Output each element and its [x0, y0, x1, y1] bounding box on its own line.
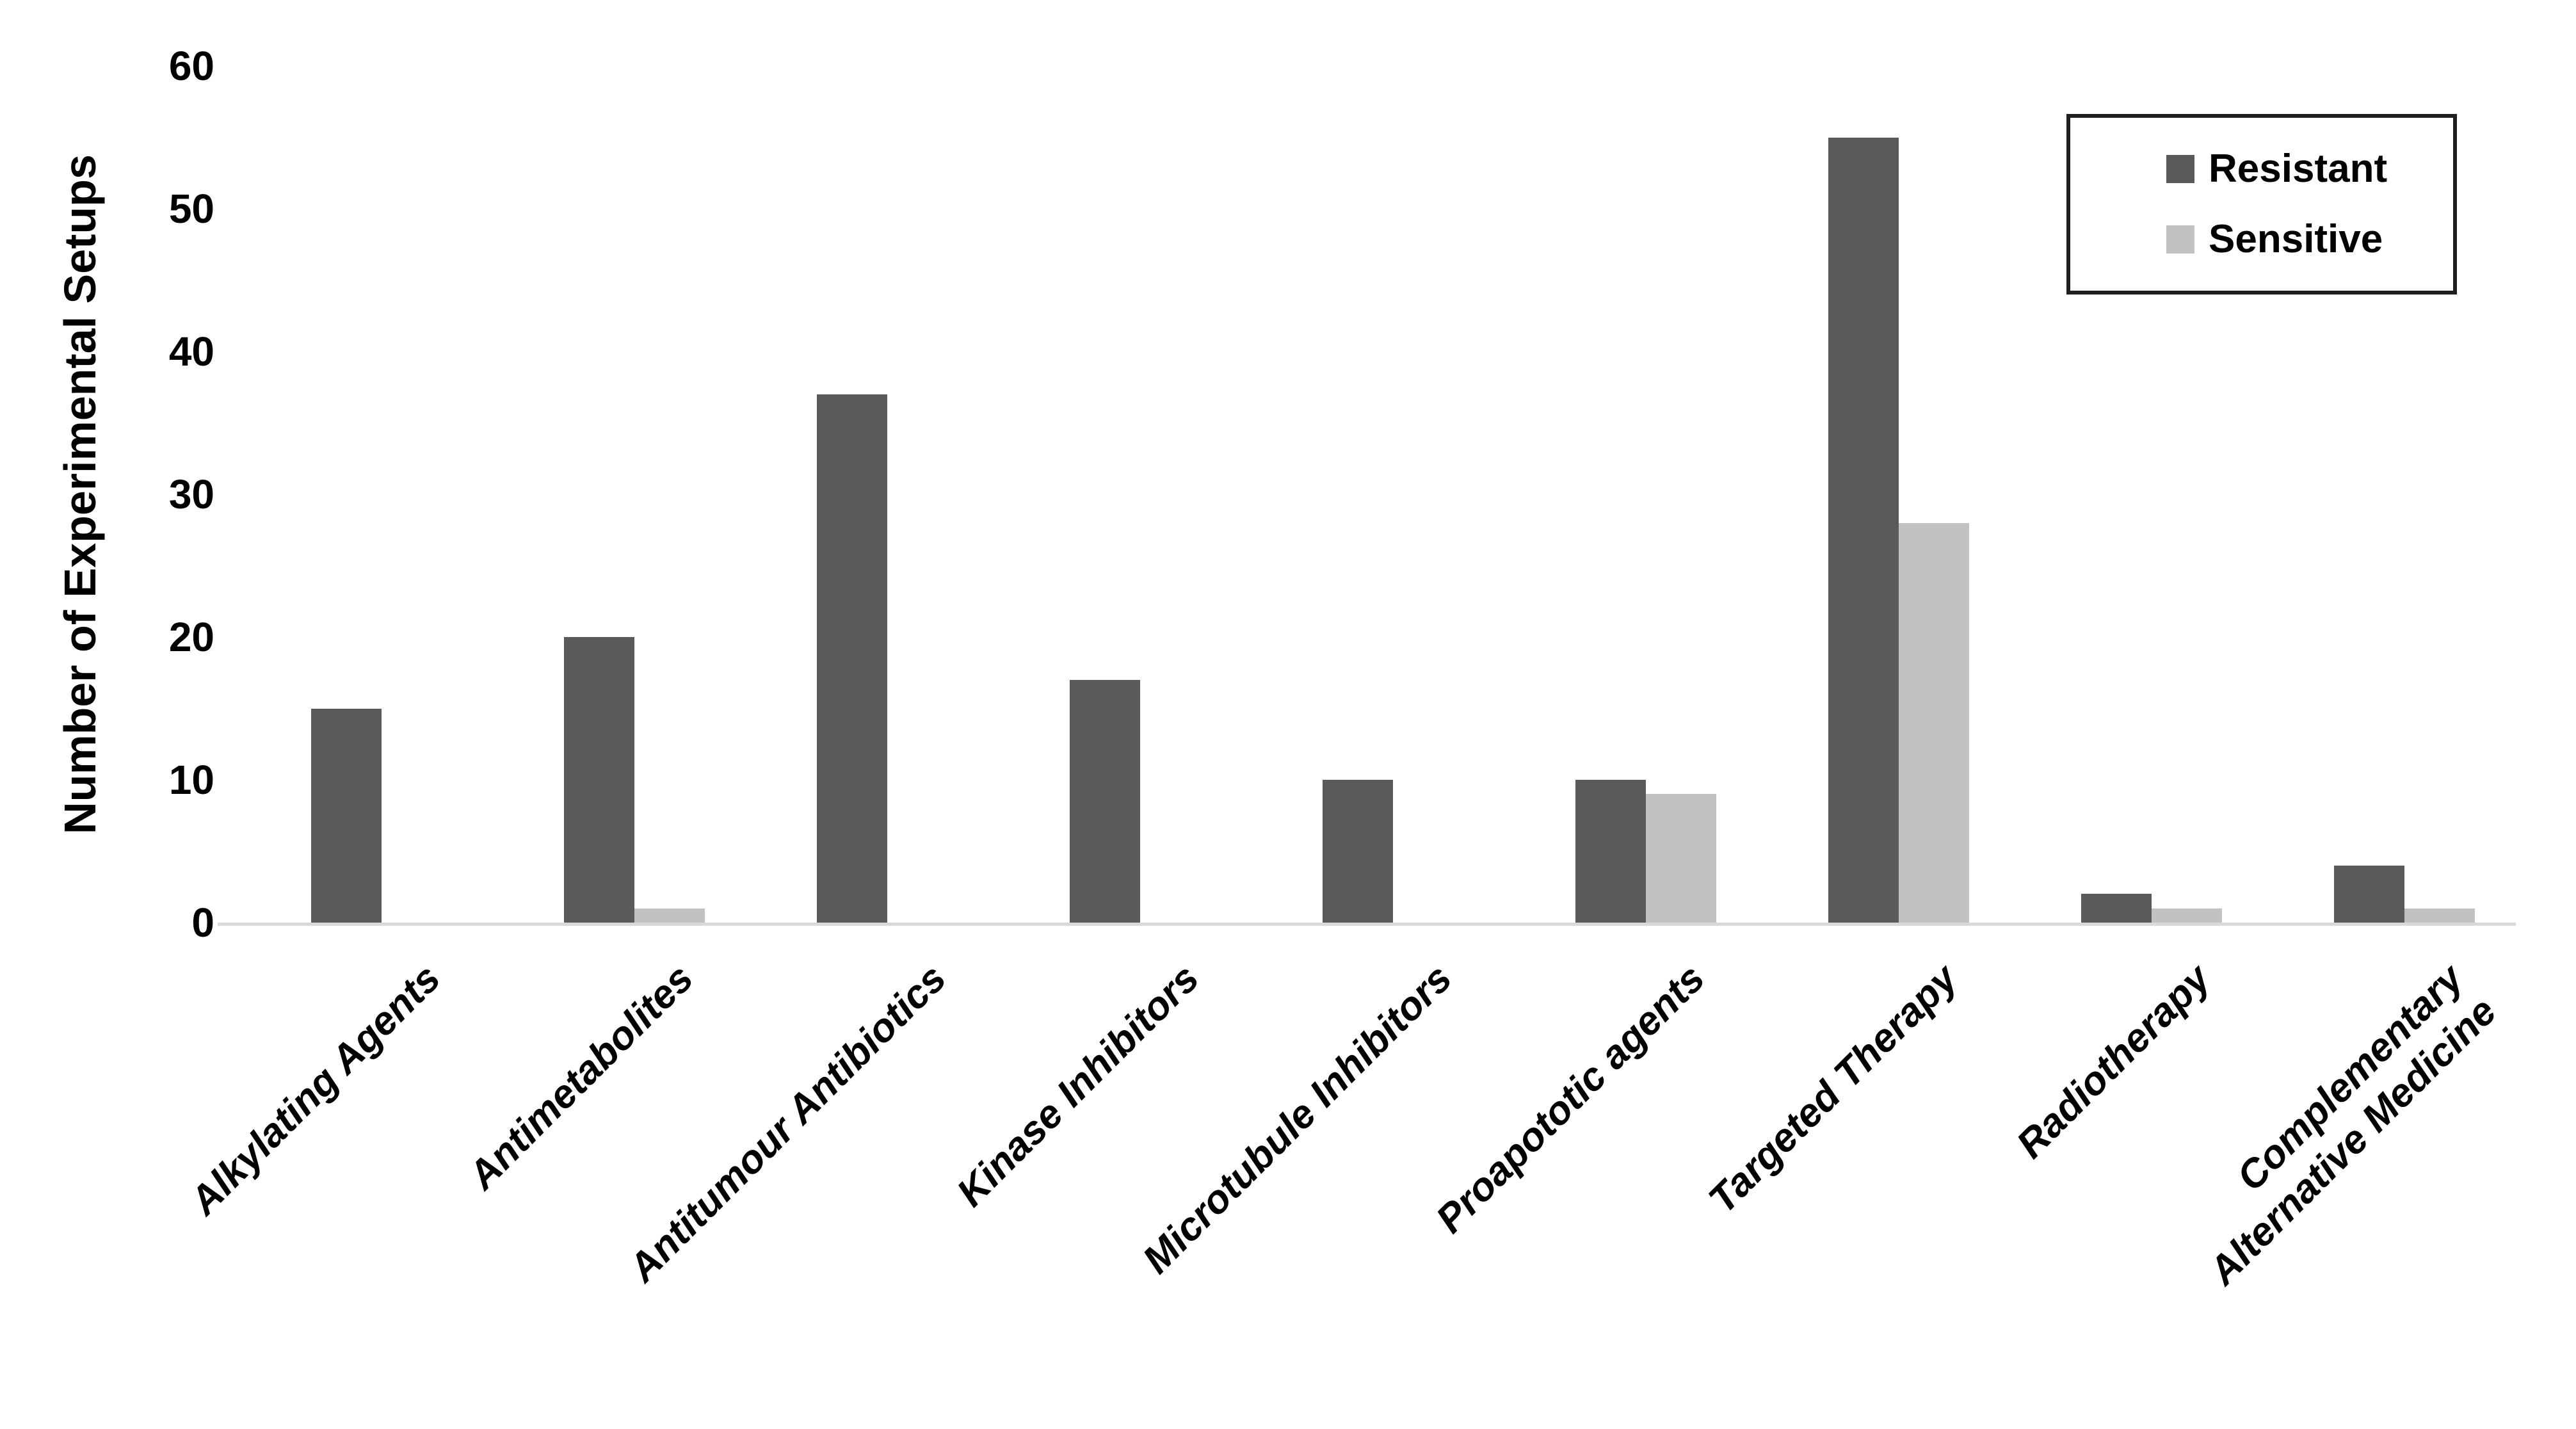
bar-resistant-7 — [2081, 894, 2152, 923]
x-axis-label-5: Proapototic agents — [1428, 956, 1714, 1242]
legend-item-resistant: Resistant — [2166, 149, 2453, 189]
bar-resistant-6 — [1828, 137, 1899, 923]
x-axis-label-8: Complementary Alternative Medicine — [2200, 956, 2505, 1294]
y-tick-label-10: 10 — [168, 757, 214, 803]
x-axis-label-2: Antitumour Antibiotics — [620, 956, 955, 1291]
bar-sensitive-6 — [1899, 522, 1969, 923]
legend-swatch-resistant-icon — [2166, 154, 2194, 183]
y-tick-label-60: 60 — [168, 43, 214, 89]
y-tick-label-0: 0 — [191, 900, 214, 946]
bar-sensitive-8 — [2404, 908, 2475, 923]
y-tick-label-30: 30 — [168, 471, 214, 517]
x-axis-label-3: Kinase Inhibitors — [948, 956, 1208, 1215]
bar-resistant-1 — [564, 637, 634, 923]
y-tick-label-40: 40 — [168, 328, 214, 375]
bar-resistant-3 — [1070, 679, 1140, 923]
bar-resistant-0 — [311, 708, 382, 923]
bar-sensitive-5 — [1646, 794, 1716, 923]
legend-label-resistant: Resistant — [2209, 146, 2388, 191]
legend-item-sensitive: Sensitive — [2166, 220, 2453, 259]
bar-sensitive-7 — [2152, 908, 2222, 923]
x-axis-label-4: Microtubule Inhibitors — [1134, 956, 1461, 1282]
bar-sensitive-1 — [634, 908, 705, 923]
legend: Resistant Sensitive — [2066, 114, 2457, 295]
y-tick-label-20: 20 — [168, 614, 214, 660]
legend-label-sensitive: Sensitive — [2209, 217, 2383, 262]
x-axis-label-1: Antimetabolites — [460, 956, 702, 1199]
bar-resistant-4 — [1323, 780, 1393, 923]
bar-resistant-8 — [2334, 865, 2404, 923]
legend-swatch-sensitive-icon — [2166, 225, 2194, 254]
bar-chart-figure: Number of Experimental Setups 0 10 20 30 40 5… — [55, 43, 2516, 1294]
bar-resistant-5 — [1575, 780, 1646, 923]
x-axis-label-0: Alkylating Agents — [181, 956, 449, 1223]
x-axis-line — [218, 923, 2516, 926]
x-axis-label-6: Targeted Therapy — [1700, 956, 1967, 1222]
y-tick-label-50: 50 — [168, 186, 214, 232]
bar-resistant-2 — [817, 394, 887, 923]
